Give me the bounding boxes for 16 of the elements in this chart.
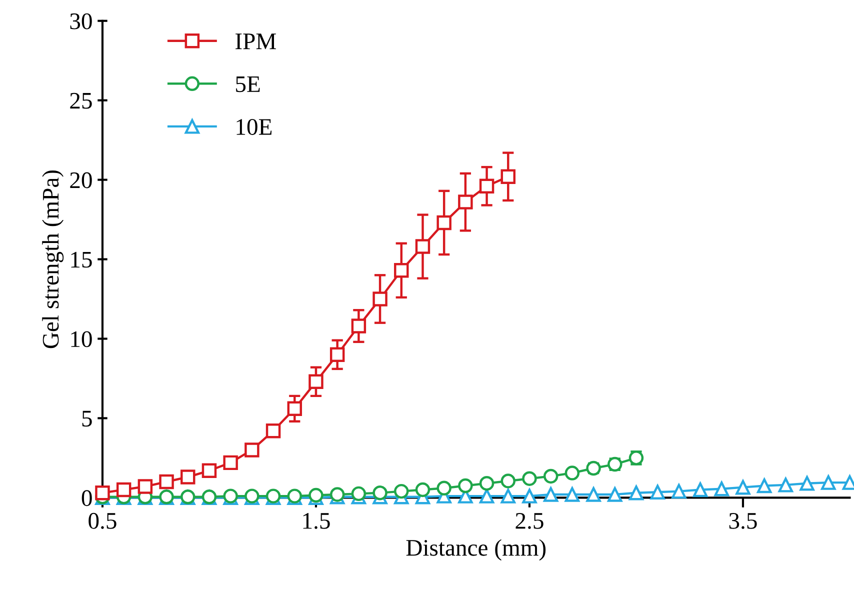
x-axis-title: Distance (mm) bbox=[406, 539, 546, 561]
x-tick-label: 0.5 bbox=[88, 512, 116, 529]
y-tick-label: 0 bbox=[82, 490, 92, 506]
x-tick-label: 1.5 bbox=[303, 513, 330, 529]
y-axis-title: Gel strength (mPa) bbox=[42, 170, 64, 348]
legend-label: 10E bbox=[236, 119, 272, 135]
y-tick-label: 5 bbox=[82, 410, 92, 427]
y-tick-label: 30 bbox=[70, 13, 92, 30]
y-tick-label: 15 bbox=[71, 252, 92, 268]
y-tick-label: 10 bbox=[71, 331, 92, 348]
x-tick-label: 2.5 bbox=[516, 512, 544, 529]
x-tick-label: 3.5 bbox=[729, 512, 757, 529]
y-tick-label: 25 bbox=[70, 92, 92, 109]
legend-label: IPM bbox=[236, 34, 276, 50]
y-tick-label: 20 bbox=[70, 172, 92, 188]
legend-label: 5E bbox=[236, 76, 260, 92]
